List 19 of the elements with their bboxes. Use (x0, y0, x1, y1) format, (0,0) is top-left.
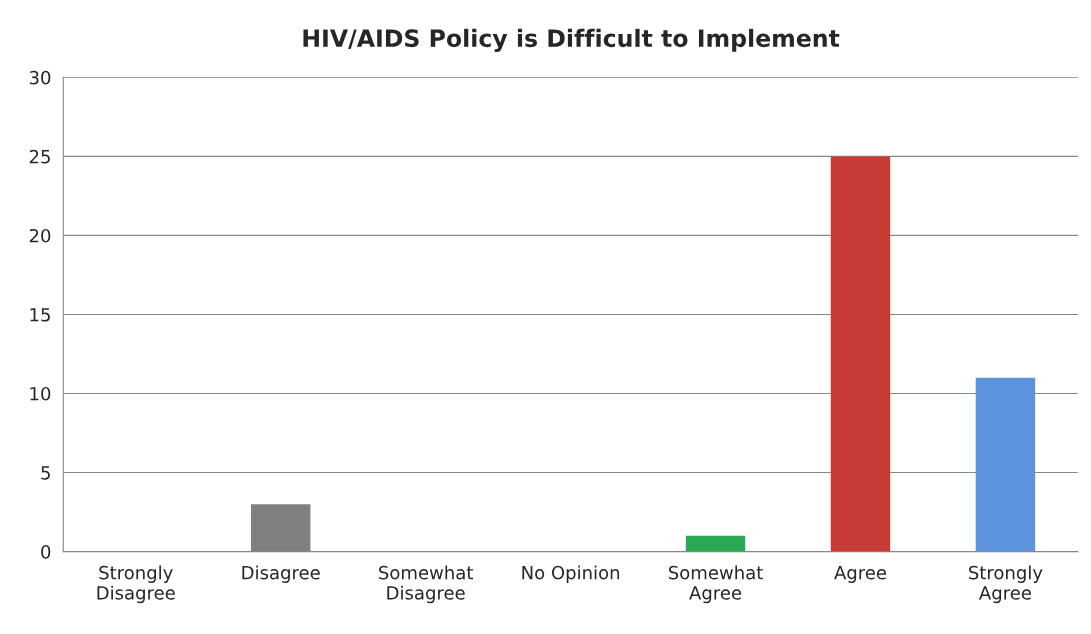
y-tick-label: 20 (29, 228, 51, 243)
x-tick-label: Somewhat Agree (668, 565, 763, 604)
x-tick-label: Strongly Disagree (97, 565, 175, 604)
x-tick-label: Somewhat Disagree (379, 565, 473, 604)
bar (830, 156, 891, 552)
y-tick-label: 25 (29, 149, 50, 164)
chart-title: HIV/AIDS Policy is Difficult to Implement (303, 28, 840, 52)
x-tick-label: Disagree (242, 565, 320, 583)
x-tick-label: No Opinion (522, 565, 620, 583)
y-tick-label: 30 (29, 70, 51, 85)
y-tick-label: 0 (41, 545, 51, 559)
bar (685, 535, 746, 552)
y-tick-label: 15 (30, 308, 50, 322)
bar (250, 504, 311, 552)
x-tick-label: Strongly Agree (969, 565, 1043, 604)
y-tick-label: 10 (30, 386, 51, 401)
x-tick-label: Agree (834, 566, 887, 583)
bar (975, 377, 1036, 552)
y-tick-label: 5 (41, 466, 50, 480)
